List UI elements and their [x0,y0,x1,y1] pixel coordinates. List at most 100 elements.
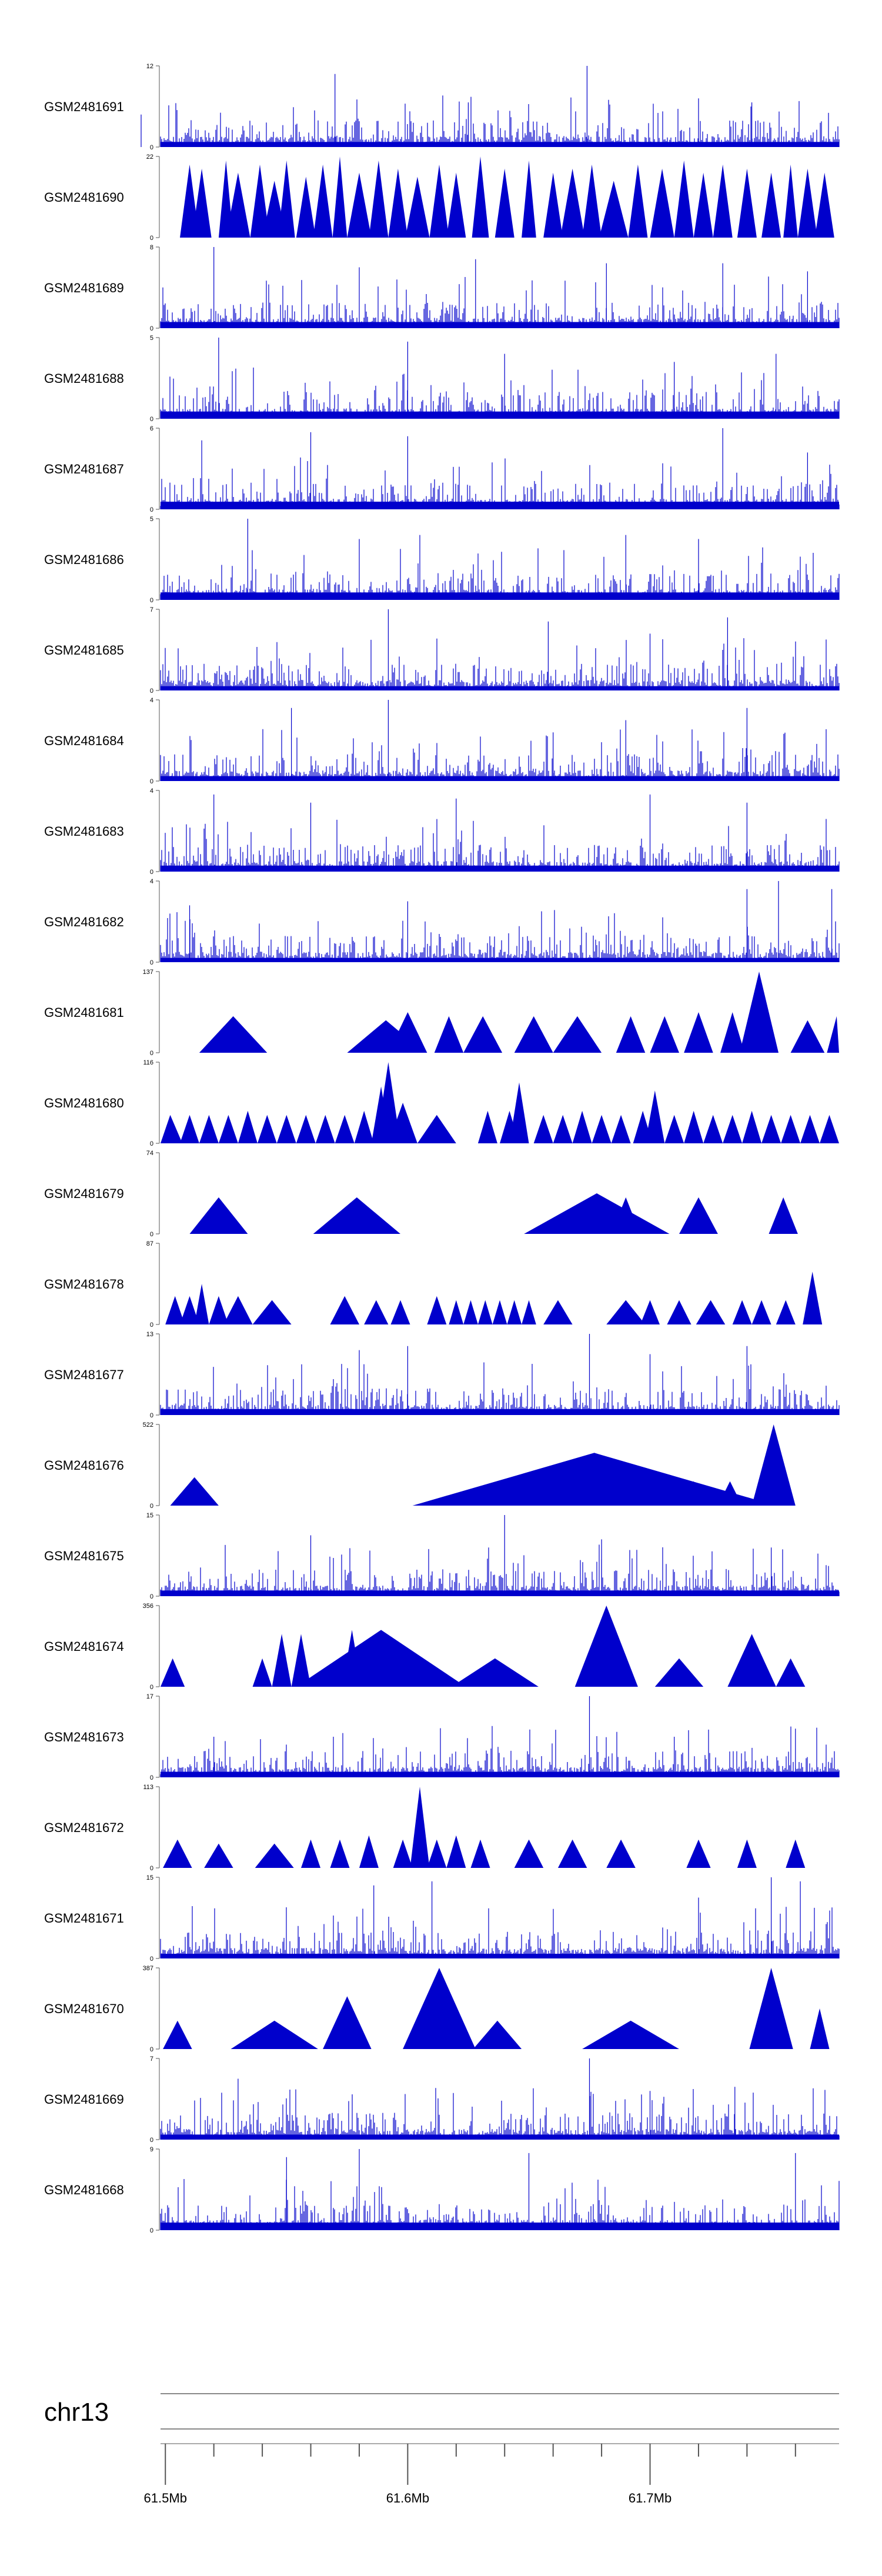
coverage-signal [141,66,840,147]
peak-triangle [582,2020,679,2049]
peak-triangle [786,1839,806,1868]
peak-triangle [199,1016,268,1053]
peak-triangle [291,1634,311,1687]
peak-triangle [592,1115,612,1143]
peak-triangle [335,1115,355,1143]
y-min-label: 0 [150,1503,153,1510]
peak-triangle [611,1115,631,1143]
peak-triangle [161,1658,185,1687]
y-max-label: 113 [143,1784,153,1791]
peak-triangle [301,1839,320,1868]
peak-triangle [449,1300,464,1324]
coverage-signal [160,338,840,419]
peak-triangle [543,1300,573,1324]
peak-triangle [204,1843,233,1868]
y-max-label: 8 [150,244,153,251]
y-min-label: 0 [150,1593,153,1600]
peak-triangle [749,1968,793,2049]
coverage-baseline [161,1771,839,1777]
genome-axis: 61.5Mb 61.6Mb 61.7Mb [144,2443,839,2505]
peak-triangle [330,1296,359,1324]
peak-triangle [354,1110,374,1143]
coverage-signal [160,2058,840,2140]
y-max-label: 74 [146,1150,153,1157]
track-label: GSM2481687 [44,462,124,476]
y-max-label: 4 [150,878,153,885]
peak-triangle [686,1839,711,1868]
y-min-label: 0 [150,325,153,332]
peak-triangle [477,1300,493,1324]
peak-triangle [693,172,713,238]
track-GSM2481687: GSM2481687 6 0 [44,425,840,513]
peak-triangle [533,1115,553,1143]
peak-triangle [606,1481,622,1506]
peak-triangle [514,1016,553,1053]
y-max-label: 522 [143,1422,153,1429]
track-label: GSM2481669 [44,2092,124,2107]
y-min-label: 0 [150,869,153,876]
peak-triangle [553,1115,573,1143]
peak-triangle [803,1272,823,1324]
y-min-label: 0 [150,1140,153,1147]
y-min-label: 0 [150,1774,153,1781]
peak-triangle [194,1284,209,1324]
track-label: GSM2481679 [44,1186,124,1201]
peak-triangle [727,1634,776,1687]
y-min-label: 0 [150,2227,153,2234]
track-label: GSM2481682 [44,915,124,929]
peak-triangle [650,1016,679,1053]
track-label: GSM2481672 [44,1820,124,1835]
peak-triangle [684,1110,704,1143]
coverage-baseline [161,411,839,419]
peak-triangle [388,1012,427,1053]
track-GSM2481678: GSM2481678 87 0 [44,1240,823,1329]
track-label: GSM2481678 [44,1277,124,1292]
peak-triangle [740,972,779,1053]
peak-triangle [572,1110,592,1143]
coverage-signal [160,700,840,781]
y-min-label: 0 [150,1412,153,1419]
y-min-label: 0 [150,1050,153,1057]
y-max-label: 22 [146,154,153,161]
peak-triangle [650,168,674,238]
y-max-label: 4 [150,697,153,704]
peak-triangle [170,1477,219,1506]
peak-triangle [446,1835,466,1868]
peak-triangle [827,1016,839,1053]
coverage-baseline [161,1954,839,1958]
y-min-label: 0 [150,1322,153,1329]
coverage-signal [160,519,840,600]
peak-triangle [347,172,372,238]
peak-triangle [405,176,430,238]
peak-triangle [218,1115,238,1143]
peak-triangle [250,164,270,238]
coverage-baseline [161,502,839,509]
track-GSM2481685: GSM2481685 7 0 [44,606,840,695]
track-label: GSM2481691 [44,99,124,114]
peak-triangle [296,1115,316,1143]
peak-triangle [810,2008,830,2049]
peak-triangle [296,1630,466,1687]
peak-triangle [472,156,489,238]
coverage-signal [160,1877,840,1958]
coverage-baseline [161,2134,839,2140]
peak-triangle [163,2020,192,2049]
track-GSM2481689: GSM2481689 8 0 [44,244,840,332]
coverage-baseline [161,957,839,962]
coverage-baseline [161,1590,839,1596]
peak-triangle [820,1115,839,1143]
peak-triangle [514,1839,544,1868]
peak-triangle [272,1634,292,1687]
track-GSM2481680: GSM2481680 116 0 [44,1059,839,1147]
peak-triangle [323,1996,372,2049]
peak-triangle [388,1103,417,1143]
peak-triangle [209,1296,229,1324]
peak-triangle [470,1839,490,1868]
track-GSM2481683: GSM2481683 4 0 [44,788,840,876]
peak-triangle [790,1020,825,1053]
peak-triangle [769,1197,798,1234]
coverage-baseline [161,1409,839,1415]
y-max-label: 116 [143,1059,153,1066]
peak-triangle [751,1300,771,1324]
track-label: GSM2481671 [44,1911,124,1926]
